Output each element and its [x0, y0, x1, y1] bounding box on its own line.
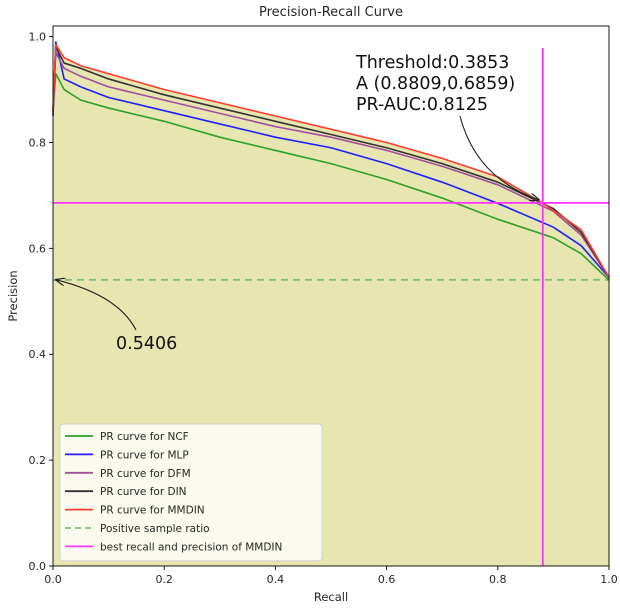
- legend: PR curve for NCF PR curve for MLP PR curve…: [59, 423, 323, 562]
- y-axis-label: Precision: [6, 270, 20, 321]
- legend-label: PR curve for MMDIN: [100, 505, 205, 517]
- x-tick-label: 1.0: [600, 573, 618, 586]
- legend-label: PR curve for NCF: [100, 431, 189, 443]
- annotation-auc: PR-AUC:0.8125: [356, 95, 488, 115]
- y-tick-label: 0.8: [29, 136, 47, 149]
- legend-label: Positive sample ratio: [100, 523, 210, 535]
- x-tick-label: 0.0: [44, 573, 62, 586]
- best-point-arrow: [459, 115, 539, 200]
- legend-box: [59, 423, 323, 562]
- series-line-4: [52, 43, 610, 278]
- annotation-ratio: 0.5406: [116, 334, 177, 354]
- series-line-0: [52, 72, 610, 281]
- legend-label: PR curve for DFM: [100, 468, 191, 480]
- legend-label: PR curve for MLP: [100, 449, 189, 461]
- annotations: Threshold:0.3853 A (0.8809,0.6859) PR-AU…: [56, 53, 539, 354]
- y-tick-label: 0.0: [29, 560, 47, 573]
- axis-ticks: 0.0 0.2 0.4 0.6 0.8 1.0 0.0 0.2 0.4 0.6 0.8 1.0: [29, 31, 618, 586]
- x-tick-label: 0.2: [155, 573, 173, 586]
- y-tick-label: 0.2: [29, 454, 47, 467]
- x-tick-label: 0.8: [489, 573, 507, 586]
- x-axis-label: Recall: [314, 590, 348, 604]
- y-tick-label: 0.4: [29, 348, 47, 361]
- legend-label: best recall and precision of MMDIN: [100, 541, 282, 553]
- chart-title: Precision-Recall Curve: [259, 5, 403, 20]
- y-tick-label: 1.0: [29, 31, 47, 44]
- x-tick-label: 0.4: [267, 573, 285, 586]
- x-tick-label: 0.6: [378, 573, 396, 586]
- ratio-arrow: [56, 280, 137, 331]
- series-line-1: [52, 41, 610, 278]
- legend-label: PR curve for DIN: [100, 486, 187, 498]
- plot-frame: [52, 25, 610, 567]
- annotation-point: A (0.8809,0.6859): [356, 74, 515, 94]
- y-tick-label: 0.6: [29, 242, 47, 255]
- annotation-threshold: Threshold:0.3853: [355, 53, 509, 73]
